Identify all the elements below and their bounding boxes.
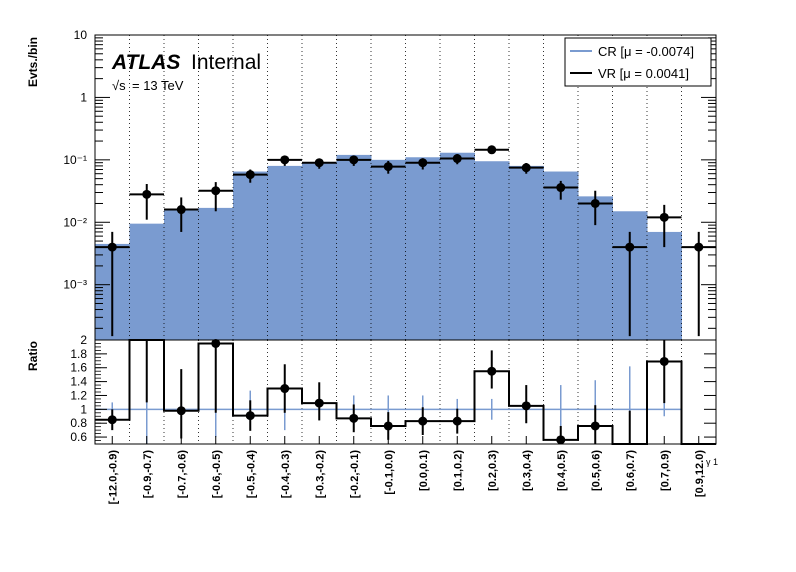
x-tick-label: [0.4,0.5) — [556, 450, 568, 491]
ratio-vr-point — [452, 416, 462, 426]
ratio-tick-label: 0.8 — [70, 416, 87, 430]
vr-point — [452, 154, 462, 164]
x-tick-label: [0.3,0.4) — [521, 450, 533, 491]
ratio-tick-label: 1.2 — [70, 388, 87, 402]
ratio-vr-point — [383, 421, 393, 431]
cr-bar — [440, 152, 475, 340]
vr-points — [95, 145, 716, 337]
y-axis-label-main: Evts./bin — [26, 37, 40, 87]
x-tick-label: [0.1,0.2) — [452, 450, 464, 491]
cr-bar — [302, 162, 337, 340]
vr-point — [142, 189, 152, 199]
ratio-vr-point — [487, 366, 497, 376]
ratio-vr-point — [349, 413, 359, 423]
y-tick-label: 10⁻¹ — [63, 153, 87, 167]
energy-value-text: = 13 TeV — [132, 78, 184, 93]
cr-bar — [233, 171, 268, 340]
cr-bar — [336, 154, 372, 340]
x-tick-label: [0.6,0.7) — [625, 450, 637, 491]
ratio-vr-step — [95, 339, 716, 445]
atlas-label: ATLAS Internal √s = 13 TeV — [111, 51, 261, 93]
vr-point — [314, 158, 324, 168]
vr-point — [418, 158, 428, 168]
cr-bar — [405, 157, 441, 340]
y-tick-label: 10 — [74, 28, 88, 42]
ratio-vr-point — [245, 411, 255, 421]
vr-point — [521, 163, 531, 173]
cr-histogram — [95, 152, 682, 340]
x-tick-label: [-0.5,-0.4) — [245, 450, 257, 499]
ratio-vr-point — [280, 384, 290, 394]
legend-cr-label: CR [μ = -0.0074] — [598, 44, 694, 59]
x-axis-label: γ 1 — [706, 457, 718, 467]
energy-sqrt-text: √s — [112, 78, 126, 93]
x-tick-label: [0.5,0.6) — [590, 450, 602, 491]
vr-point — [487, 145, 497, 155]
vr-point — [383, 162, 393, 172]
vr-point — [245, 170, 255, 180]
x-tick-label: [0.9,12.0) — [694, 450, 706, 497]
cr-bar — [647, 231, 682, 340]
vr-point — [556, 183, 566, 193]
ratio-tick-label: 0.6 — [70, 430, 87, 444]
ratio-vr-histogram — [95, 338, 716, 445]
cr-bar — [129, 223, 165, 340]
y-tick-label: 1 — [80, 90, 87, 104]
ratio-vr-point — [659, 356, 669, 366]
x-tick-label: [-0.4,-0.3) — [280, 450, 292, 499]
ratio-axes: 0.60.811.21.41.61.82 — [70, 333, 717, 445]
vr-point — [349, 155, 359, 165]
cr-bar — [371, 159, 406, 340]
x-tick-label: [0.7,0.9) — [659, 450, 671, 491]
cr-bar — [198, 207, 234, 340]
vr-point — [625, 242, 635, 252]
ratio-vr-point — [590, 421, 600, 431]
ratio-vr-point — [418, 416, 428, 426]
x-tick-label: [-0.7,-0.6) — [176, 450, 188, 499]
vr-point — [176, 205, 186, 215]
vr-point — [107, 242, 117, 252]
x-tick-label: [-0.1,0.0) — [383, 450, 395, 495]
x-tick-labels: [-12.0,-0.9) [-0.9,-0.7) [-0.7,-0.6) [-0.6,… — [107, 450, 706, 505]
cr-bar — [474, 161, 510, 340]
ratio-vr-point — [176, 406, 186, 416]
x-tick-label: [-0.3,-0.2) — [314, 450, 326, 499]
x-tick-label: [-0.2,-0.1) — [349, 450, 361, 499]
vr-point — [590, 198, 600, 208]
vr-point — [280, 155, 290, 165]
cr-bar — [267, 165, 303, 340]
y-tick-label: 10⁻² — [63, 215, 87, 229]
x-tick-label: [-0.6,-0.5) — [211, 450, 223, 499]
atlas-internal-text: Internal — [191, 51, 261, 74]
ratio-tick-label: 1 — [80, 402, 87, 416]
legend: CR [μ = -0.0074] VR [μ = 0.0041] — [564, 37, 712, 87]
atlas-bold-text: ATLAS — [111, 51, 180, 74]
vr-point — [694, 242, 704, 252]
vr-point — [211, 186, 221, 196]
ratio-tick-label: 2 — [80, 333, 87, 347]
cr-bar — [509, 165, 544, 340]
ratio-vr-point — [211, 338, 221, 348]
ratio-tick-label: 1.4 — [70, 375, 87, 389]
y-tick-label: 10⁻³ — [63, 278, 87, 292]
y-axis-label-ratio: Ratio — [26, 341, 40, 371]
vr-point — [659, 212, 669, 222]
x-tick-label: [0.2,0.3) — [487, 450, 499, 491]
ratio-vr-point — [107, 415, 117, 425]
legend-vr-label: VR [μ = 0.0041] — [598, 66, 689, 81]
ratio-tick-label: 1.8 — [70, 347, 87, 361]
ratio-tick-label: 1.6 — [70, 361, 87, 375]
ratio-vr-point — [314, 398, 324, 408]
x-tick-label: [-0.9,-0.7) — [142, 450, 154, 499]
x-tick-label: [-12.0,-0.9) — [107, 450, 119, 505]
ratio-vr-point — [521, 401, 531, 411]
x-tick-label: [0.0,0.1) — [418, 450, 430, 491]
